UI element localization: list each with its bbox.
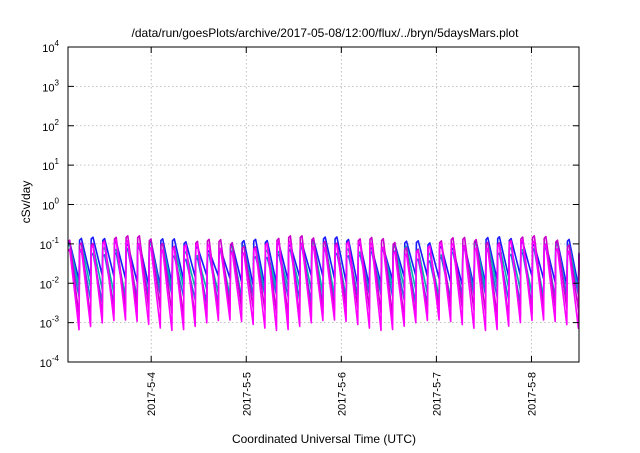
chart-title: /data/run/goesPlots/archive/2017-05-08/1… (132, 26, 520, 40)
grid (68, 47, 579, 362)
y-tick-label: 10-4 (40, 354, 60, 370)
y-tick-label: 101 (42, 157, 59, 173)
y-axis-label: cSv/day (19, 181, 33, 224)
x-axis: 2017-5-4 2017-5-5 2017-5-6 2017-5-7 2017-5-8 (146, 47, 538, 416)
series-group (67, 235, 580, 332)
x-tick-label: 2017-5-4 (146, 372, 158, 416)
y-axis: 10-4 10-3 10-2 10-1 100 101 102 103 104 (40, 39, 579, 370)
series-line (67, 239, 580, 332)
y-tick-label: 10-2 (40, 275, 60, 291)
x-tick-label: 2017-5-7 (431, 372, 443, 416)
y-tick-label: 104 (42, 39, 59, 55)
x-tick-label: 2017-5-6 (336, 372, 348, 416)
y-tick-label: 103 (42, 78, 59, 94)
x-tick-label: 2017-5-8 (526, 372, 538, 416)
x-tick-label: 2017-5-5 (241, 372, 253, 416)
x-axis-label: Coordinated Universal Time (UTC) (232, 432, 416, 446)
y-tick-label: 10-3 (40, 315, 60, 331)
y-tick-label: 100 (42, 197, 59, 213)
y-tick-label: 102 (42, 118, 59, 134)
y-tick-label: 10-1 (40, 236, 60, 252)
